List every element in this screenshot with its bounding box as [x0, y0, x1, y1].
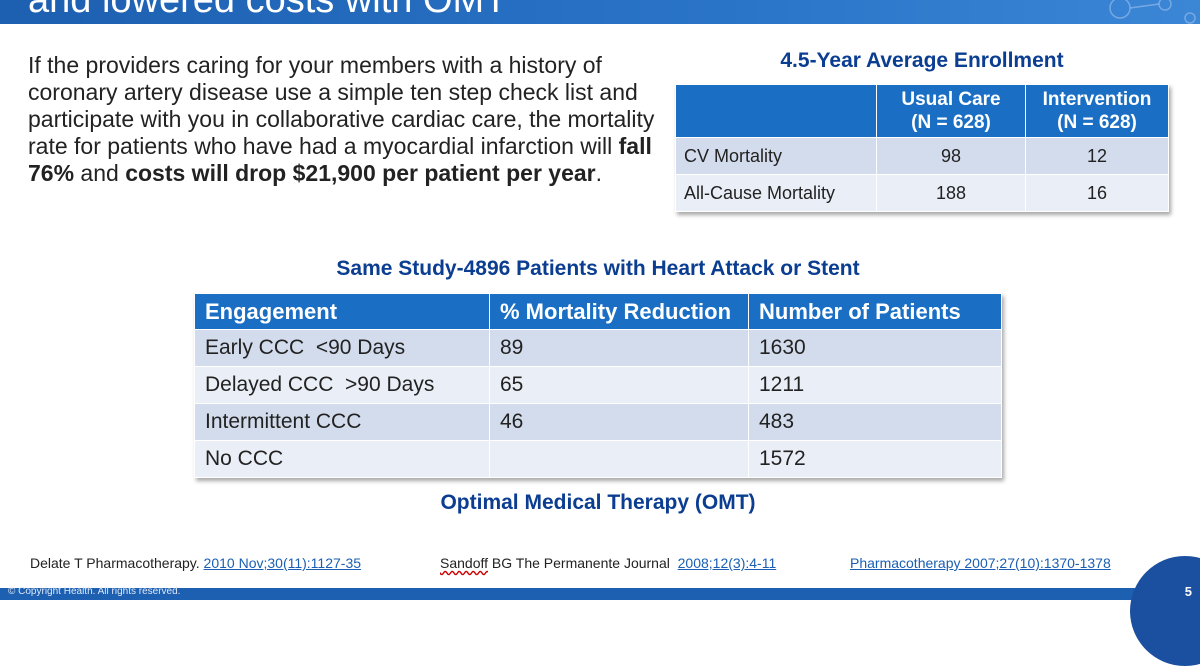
reference-link[interactable]: Pharmacotherapy 2007;27(10):1370-1378	[850, 555, 1111, 571]
molecule-decoration-icon	[1109, 0, 1196, 24]
intro-paragraph: If the providers caring for your members…	[28, 52, 668, 187]
reference-pharmacotherapy: Pharmacotherapy 2007;27(10):1370-1378	[850, 555, 1111, 571]
reference-link[interactable]: 2008;12(3):4-11	[677, 555, 777, 571]
intervention-value: 16	[1025, 174, 1169, 212]
table-row: All-Cause Mortality 188 16	[675, 174, 1169, 212]
reference-author-name: Sandoff	[440, 555, 489, 571]
patients-cell: 483	[748, 403, 1002, 441]
intervention-value: 12	[1025, 137, 1169, 175]
patients-cell: 1572	[748, 440, 1002, 478]
row-label: All-Cause Mortality	[675, 174, 877, 212]
reference-sandoff: Sandoff BG The Permanente Journal 2008;1…	[440, 555, 776, 571]
omt-caption: Optimal Medical Therapy (OMT)	[440, 491, 756, 514]
intro-text-3: .	[595, 160, 603, 186]
patients-cell: 1211	[748, 366, 1002, 404]
table-row: Early CCC <90 Days 89 1630	[194, 329, 1002, 367]
row-label: CV Mortality	[675, 137, 877, 175]
copyright-text: © Copyright Health. All rights reserved.	[8, 586, 181, 597]
enrollment-table: Usual Care (N = 628) Intervention (N = 6…	[675, 84, 1169, 212]
intro-bold-mortality: fall 76%	[28, 133, 652, 186]
table-row: No CCC 1572	[194, 440, 1002, 478]
intro-text-2: and	[74, 160, 126, 186]
usual-care-value: 98	[876, 137, 1026, 175]
usual-care-n: (N = 628)	[911, 112, 991, 133]
intro-bold-costs: costs will drop $21,900 per patient per …	[125, 160, 596, 186]
reference-author: Delate T Pharmacotherapy.	[30, 555, 204, 571]
intervention-label: Intervention	[1042, 89, 1152, 110]
enrollment-header-blank	[675, 84, 877, 138]
enrollment-header-intervention: Intervention (N = 628)	[1025, 84, 1169, 138]
usual-care-value: 188	[876, 174, 1026, 212]
reference-link[interactable]: 2010 Nov;30(11):1127-35	[203, 555, 362, 571]
study-table: Engagement % Mortality Reduction Number …	[194, 293, 1002, 478]
table-row: CV Mortality 98 12	[675, 137, 1169, 175]
slide-headline: and lowered costs with OMT	[28, 0, 508, 21]
header-mortality-reduction: % Mortality Reduction	[489, 293, 749, 330]
study-table-title: Same Study-4896 Patients with Heart Atta…	[336, 257, 860, 280]
reduction-cell: 65	[489, 366, 749, 404]
intro-text-1: If the providers caring for your members…	[28, 52, 655, 159]
title-banner: and lowered costs with OMT	[0, 0, 1200, 24]
page-number: 5	[1184, 584, 1192, 599]
reduction-cell: 46	[489, 403, 749, 441]
footer-bar: © Copyright Health. All rights reserved.	[0, 586, 1200, 600]
reduction-cell: 89	[489, 329, 749, 367]
reference-delate: Delate T Pharmacotherapy. 2010 Nov;30(11…	[30, 555, 361, 571]
table-row: Intermittent CCC 46 483	[194, 403, 1002, 441]
table-row: Delayed CCC >90 Days 65 1211	[194, 366, 1002, 404]
enrollment-table-title: 4.5-Year Average Enrollment	[780, 49, 1064, 72]
intervention-n: (N = 628)	[1057, 112, 1137, 133]
header-engagement: Engagement	[194, 293, 490, 330]
header-number-of-patients: Number of Patients	[748, 293, 1002, 330]
corner-decoration	[1130, 556, 1200, 666]
reference-author: BG The Permanente Journal	[488, 555, 678, 571]
reduction-cell	[489, 440, 749, 478]
enrollment-header-usual-care: Usual Care (N = 628)	[876, 84, 1026, 138]
patients-cell: 1630	[748, 329, 1002, 367]
engagement-cell: Intermittent CCC	[194, 403, 490, 441]
engagement-cell: Delayed CCC >90 Days	[194, 366, 490, 404]
engagement-cell: Early CCC <90 Days	[194, 329, 490, 367]
engagement-cell: No CCC	[194, 440, 490, 478]
usual-care-label: Usual Care	[901, 89, 1001, 110]
